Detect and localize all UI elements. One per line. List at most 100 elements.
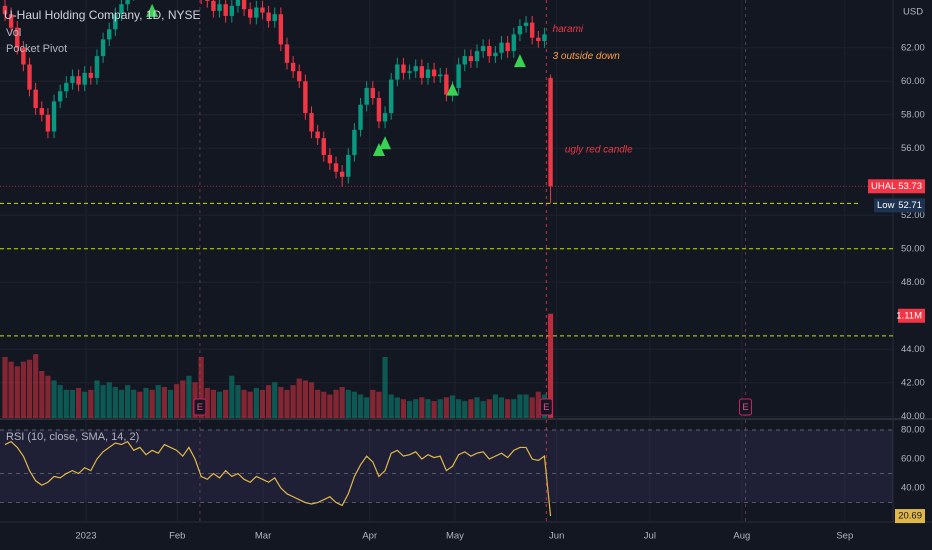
volume-bar	[321, 391, 327, 418]
candle-body	[333, 163, 339, 172]
x-tick-label: Aug	[733, 531, 750, 542]
candle-body	[517, 25, 523, 35]
volume-bar	[462, 401, 468, 418]
volume-bar	[400, 399, 407, 418]
rsi-tick-label: 80.00	[901, 425, 925, 436]
volume-bar	[443, 397, 449, 418]
volume-bar	[345, 389, 351, 418]
volume-bar	[131, 389, 137, 418]
volume-bar	[8, 361, 14, 418]
volume-bar	[100, 385, 106, 418]
volume-bar	[210, 389, 217, 418]
volume-bar	[308, 382, 315, 418]
symbol-label: UHAL	[871, 181, 896, 192]
candle-body	[444, 74, 449, 95]
rsi-box	[895, 509, 925, 524]
indicator-title: Pocket Pivot	[6, 43, 67, 55]
candle-body	[217, 4, 222, 11]
candle-body	[413, 66, 418, 72]
candle-body	[64, 82, 69, 92]
candle-body	[358, 104, 363, 130]
candle-body	[57, 91, 63, 102]
volume-bar	[382, 356, 388, 418]
volume-bar	[284, 389, 290, 418]
rsi-tick-label: 40.00	[901, 483, 925, 494]
candle-body	[346, 154, 351, 177]
signal-marker	[379, 136, 392, 150]
x-tick-label: 2023	[75, 531, 96, 542]
rsi-value-label: 20.69	[898, 511, 922, 522]
currency-label: USD	[903, 7, 923, 18]
signal-marker	[146, 3, 159, 17]
x-tick-label: Apr	[362, 531, 377, 542]
candle-body	[260, 7, 265, 13]
candle-body	[364, 87, 369, 105]
candle-body	[309, 113, 314, 132]
volume-label: 1.11M	[896, 310, 922, 321]
candle-body	[487, 46, 492, 57]
volume-bar	[94, 380, 100, 418]
volume-bar	[376, 391, 382, 418]
volume-bar	[406, 401, 413, 418]
candle-body	[27, 64, 32, 90]
volume-bar	[505, 399, 511, 418]
volume-bar	[419, 397, 425, 418]
volume-bar	[180, 380, 186, 418]
candle-body	[33, 89, 38, 109]
volume-bar	[517, 394, 523, 418]
volume-bar	[174, 384, 180, 418]
volume-bar	[2, 356, 8, 418]
volume-bar	[167, 389, 174, 418]
volume-bar	[125, 385, 131, 418]
candle-body	[235, 0, 241, 6]
volume-bar	[370, 389, 376, 418]
volume-bar	[535, 391, 541, 418]
earnings-badge	[193, 398, 207, 416]
candle-body	[542, 34, 547, 42]
pane-separator	[0, 418, 932, 420]
candle-body	[493, 52, 498, 57]
candle-body	[15, 27, 20, 48]
volume-bar	[272, 382, 278, 418]
y-tick-label: 48.00	[901, 277, 925, 288]
volume-bar	[278, 387, 284, 418]
volume-bar	[118, 389, 125, 418]
candle-body	[248, 9, 253, 18]
candle-body	[205, 0, 210, 1]
candle-body	[407, 71, 412, 73]
volume-bar	[45, 375, 51, 418]
candle-body	[339, 171, 345, 177]
candle-body	[505, 42, 510, 52]
rsi-pane: 80.00 60.00 40.00	[0, 425, 925, 517]
volume-bar	[253, 387, 259, 418]
volume-bar	[51, 380, 57, 418]
candle-body	[51, 101, 57, 132]
earnings-label: E	[543, 402, 549, 413]
x-tick-label: Mar	[255, 531, 271, 542]
volume-bar	[259, 389, 266, 418]
rsi-tick-label: 60.00	[901, 454, 925, 465]
volume-bar	[333, 389, 339, 418]
volume-bar	[302, 380, 308, 418]
volume-bar	[315, 389, 321, 418]
candle-body	[76, 76, 81, 85]
signal-marker	[446, 82, 459, 96]
volume-bar	[88, 389, 94, 418]
volume-bar	[547, 313, 554, 418]
volume-bar	[529, 397, 535, 418]
candle-body	[125, 0, 130, 5]
y-tick-label: 52.00	[901, 210, 925, 221]
volume-bar	[57, 385, 63, 418]
signal-marker	[513, 54, 526, 68]
volume-bar	[39, 371, 45, 418]
earnings-badge	[539, 398, 553, 416]
x-tick-label: May	[446, 531, 464, 542]
candle-body	[266, 12, 271, 21]
candle-body	[438, 74, 443, 77]
volume-bar	[63, 389, 69, 418]
volume-bar	[449, 395, 456, 418]
volume-bar	[161, 387, 167, 418]
volume-bar	[394, 397, 400, 418]
candle-body	[456, 64, 461, 88]
